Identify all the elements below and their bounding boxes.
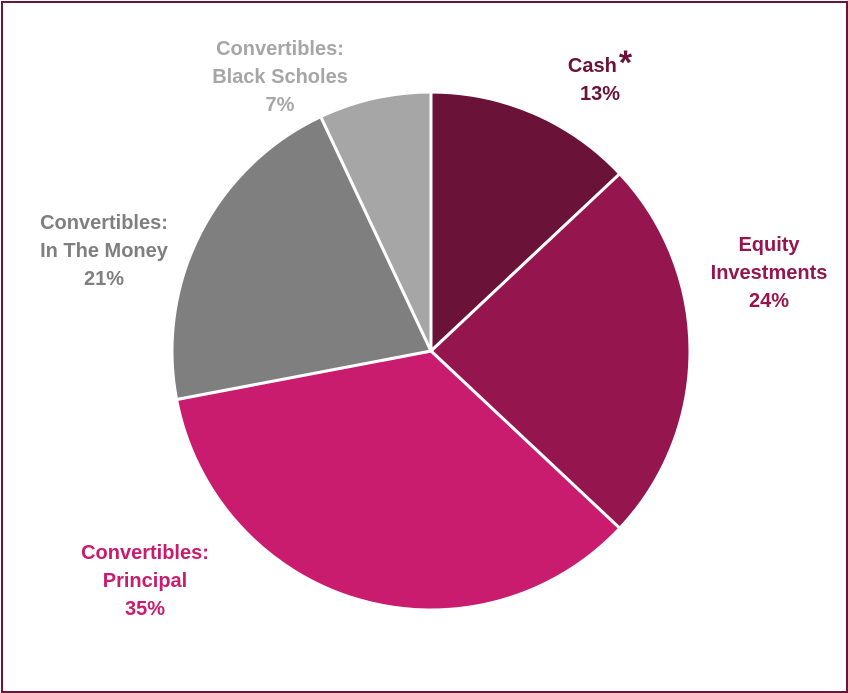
pie-slice-2	[175, 349, 622, 612]
slice-label-cash: Cash* 13%	[567, 44, 633, 105]
pie-slice-4	[319, 90, 433, 353]
asterisk-icon: *	[618, 44, 633, 82]
pie-slice-1	[429, 172, 692, 530]
slice-label-equity-investments: Equity Investments 24%	[710, 234, 828, 312]
pie-slice-3	[170, 115, 433, 402]
slice-label-convertibles-principal: Convertibles: Principal 35%	[81, 542, 209, 620]
slice-label-convertibles-black-scholes: Convertibles: Black Scholes 7%	[212, 38, 348, 116]
pie-slice-0	[429, 90, 622, 353]
slice-label-convertibles-in-the-money: Convertibles: In The Money 21%	[40, 212, 168, 290]
